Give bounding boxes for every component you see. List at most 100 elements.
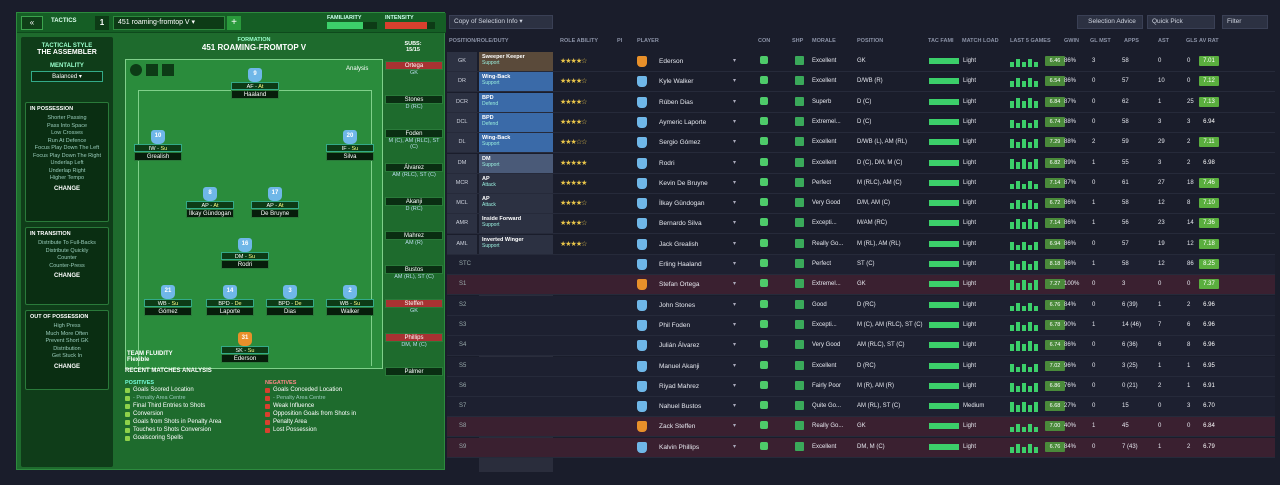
filter-button[interactable]: Filter bbox=[1222, 15, 1268, 29]
role-cell[interactable]: DM Support bbox=[479, 153, 553, 173]
player-name[interactable]: Riyad Mahrez bbox=[659, 382, 700, 390]
table-row[interactable]: DL Wing-Back Support ★★★☆☆ Sergio Gómez ▾ Exce… bbox=[447, 133, 1275, 154]
in-possession-box[interactable]: IN POSSESSION Shorter Passing Pass Into S… bbox=[25, 102, 109, 222]
pitch-player[interactable]: 2 WB - Su Walker bbox=[326, 285, 374, 316]
player-name[interactable]: Ederson bbox=[659, 58, 684, 65]
chevron-down-icon[interactable]: ▾ bbox=[733, 423, 737, 430]
table-row[interactable]: DM DM Support ★★★★★ Rodri ▾ Excellent D (C), DM… bbox=[447, 153, 1275, 174]
column-header[interactable]: AV RAT bbox=[1199, 38, 1219, 44]
player-name[interactable]: Julián Álvarez bbox=[659, 342, 700, 350]
table-row[interactable]: S8 Zack Steffen ▾ Really Go... GK Light 7.00 40… bbox=[447, 417, 1275, 438]
back-button[interactable]: « bbox=[21, 16, 43, 30]
column-header[interactable]: MATCH LOAD bbox=[962, 38, 999, 44]
chevron-down-icon[interactable]: ▾ bbox=[733, 139, 737, 146]
pitch-player[interactable]: 3 BPD - De Dias bbox=[266, 285, 314, 316]
table-row[interactable]: DCR BPD Defend ★★★★☆ Rúben Dias ▾ Superb D (C) L… bbox=[447, 92, 1275, 113]
in-transition-box[interactable]: IN TRANSITION Distribute To Full-Backs Di… bbox=[25, 227, 109, 305]
player-name[interactable]: Rodri bbox=[659, 159, 675, 167]
column-header[interactable]: AST bbox=[1158, 38, 1169, 44]
sub-player[interactable]: Stones D (RC) bbox=[385, 95, 443, 125]
player-name[interactable]: Kevin De Bruyne bbox=[659, 179, 708, 187]
role-cell[interactable]: BPD Defend bbox=[479, 92, 553, 112]
chevron-down-icon[interactable]: ▾ bbox=[733, 240, 737, 247]
change-button[interactable]: CHANGE bbox=[53, 363, 80, 370]
table-row[interactable]: AML Inverted Winger Support ★★★★☆ Jack Greal… bbox=[447, 234, 1275, 255]
selection-advice-button[interactable]: Selection Advice bbox=[1077, 15, 1143, 29]
chevron-down-icon[interactable]: ▾ bbox=[733, 58, 737, 64]
table-row[interactable]: MCR AP Attack ★★★★★ Kevin De Bruyne ▾ Perfect M… bbox=[447, 173, 1275, 194]
player-name[interactable]: Manuel Akanji bbox=[659, 362, 700, 370]
table-row[interactable]: S6 Riyad Mahrez ▾ Fairly Poor M (R), AM (R) L… bbox=[447, 376, 1275, 397]
quick-pick-button[interactable]: Quick Pick bbox=[1147, 15, 1215, 29]
chevron-down-icon[interactable]: ▾ bbox=[733, 200, 737, 207]
sub-player[interactable]: Phillips DM, M (C) bbox=[385, 333, 443, 363]
player-name[interactable]: Stefan Ortega bbox=[659, 281, 700, 289]
table-row[interactable]: S2 John Stones ▾ Good D (RC) Light 6.76 84% 0 6 (… bbox=[447, 295, 1275, 316]
sub-player[interactable]: Steffen GK bbox=[385, 299, 443, 329]
column-header[interactable]: POSITION bbox=[857, 38, 884, 44]
sub-player[interactable]: Foden M (C), AM (RLC), ST (C) bbox=[385, 129, 443, 159]
player-name[interactable]: Kalvin Phillips bbox=[659, 443, 700, 451]
bar-chart-icon[interactable] bbox=[146, 64, 158, 76]
player-name[interactable]: Zack Steffen bbox=[659, 423, 696, 431]
list-icon[interactable] bbox=[162, 64, 174, 76]
sub-player[interactable]: Bustos AM (RL), ST (C) bbox=[385, 265, 443, 295]
sub-player[interactable]: Álvarez AM (RLC), ST (C) bbox=[385, 163, 443, 193]
table-row[interactable]: S1 Stefan Ortega ▾ Extremel... GK Light 7.27 10… bbox=[447, 275, 1275, 296]
formation-name[interactable]: 451 ROAMING-FROMTOP V bbox=[201, 43, 307, 52]
column-header[interactable]: TAC FAMI bbox=[928, 38, 954, 44]
player-name[interactable]: Jack Grealish bbox=[659, 240, 699, 248]
role-cell[interactable]: Sweeper Keeper Support bbox=[479, 52, 553, 71]
column-header[interactable]: GLS bbox=[1186, 38, 1198, 44]
pitch-player[interactable]: 17 AP - At De Bruyne bbox=[251, 187, 299, 218]
table-row[interactable]: STC Erling Haaland ▾ Perfect ST (C) Light 8.18… bbox=[447, 255, 1275, 275]
chevron-down-icon[interactable]: ▾ bbox=[733, 403, 737, 410]
column-header[interactable]: GWIN bbox=[1064, 38, 1079, 44]
player-name[interactable]: Bernardo Silva bbox=[659, 220, 702, 228]
pitch-player[interactable]: 14 BPD - De Laporte bbox=[206, 285, 254, 316]
player-name[interactable]: Kyle Walker bbox=[659, 78, 694, 86]
column-header[interactable]: SHP bbox=[792, 38, 804, 44]
table-row[interactable]: S4 Julián Álvarez ▾ Very Good AM (RLC), ST (… bbox=[447, 336, 1275, 357]
mentality-select[interactable]: Balanced ▾ bbox=[31, 71, 103, 82]
chevron-down-icon[interactable]: ▾ bbox=[733, 98, 737, 105]
recent-title[interactable]: RECENT MATCHES ANALYSIS bbox=[125, 368, 212, 374]
column-header[interactable]: ROLE ABILITY bbox=[560, 38, 598, 44]
player-name[interactable]: Sergio Gómez bbox=[659, 139, 701, 147]
player-name[interactable]: Aymeric Laporte bbox=[659, 118, 707, 126]
pitch[interactable]: Analysis 9 AF - At Haaland 10 IW - Su Grealis… bbox=[125, 59, 383, 369]
analysis-button[interactable]: Analysis bbox=[346, 66, 369, 72]
pitch-player[interactable]: 9 AF - At Haaland bbox=[231, 68, 279, 99]
chevron-down-icon[interactable]: ▾ bbox=[733, 261, 737, 267]
table-row[interactable]: DCL BPD Defend ★★★★☆ Aymeric Laporte ▾ Extreme… bbox=[447, 112, 1275, 133]
pitch-player[interactable]: 21 WB - Su Gómez bbox=[144, 285, 192, 316]
chevron-down-icon[interactable]: ▾ bbox=[733, 220, 737, 227]
chevron-down-icon[interactable]: ▾ bbox=[733, 179, 737, 186]
sub-player[interactable]: Palmer bbox=[385, 367, 443, 397]
role-cell[interactable]: Wing-Back Support bbox=[479, 72, 553, 92]
role-cell[interactable]: BPD Defend bbox=[479, 112, 553, 132]
tactic-number[interactable]: 1 bbox=[95, 16, 109, 30]
player-name[interactable]: Phil Foden bbox=[659, 321, 691, 329]
instructions-icon[interactable] bbox=[130, 64, 142, 76]
role-cell[interactable]: AP Attack bbox=[479, 173, 553, 193]
column-header[interactable]: POSITION/ROLE/DUTY bbox=[449, 38, 509, 44]
player-name[interactable]: Rúben Dias bbox=[659, 98, 693, 106]
table-row[interactable]: S5 Manuel Akanji ▾ Excellent D (RC) Light 7.02… bbox=[447, 356, 1275, 377]
table-row[interactable]: AMR Inside Forward Support ★★★★☆ Bernardo Si… bbox=[447, 214, 1275, 235]
role-cell[interactable]: Inside Forward Support bbox=[479, 214, 553, 234]
column-header[interactable]: LAST 5 GAMES bbox=[1010, 38, 1051, 44]
pitch-player[interactable]: 20 IF - Su Silva bbox=[326, 130, 374, 161]
column-header[interactable]: CON bbox=[758, 38, 771, 44]
role-cell[interactable]: AP Attack bbox=[479, 194, 553, 214]
chevron-down-icon[interactable]: ▾ bbox=[733, 78, 737, 85]
column-header[interactable]: PI bbox=[617, 38, 623, 44]
sub-player[interactable]: Akanji D (RC) bbox=[385, 197, 443, 227]
change-button[interactable]: CHANGE bbox=[53, 185, 80, 192]
sub-player[interactable]: Mahrez AM (R) bbox=[385, 231, 443, 261]
chevron-down-icon[interactable]: ▾ bbox=[733, 118, 737, 125]
chevron-down-icon[interactable]: ▾ bbox=[733, 321, 737, 328]
column-header[interactable]: APPS bbox=[1124, 38, 1139, 44]
chevron-down-icon[interactable]: ▾ bbox=[733, 301, 737, 308]
pitch-player[interactable]: 8 AP - At İlkay Gündogan bbox=[186, 187, 234, 218]
